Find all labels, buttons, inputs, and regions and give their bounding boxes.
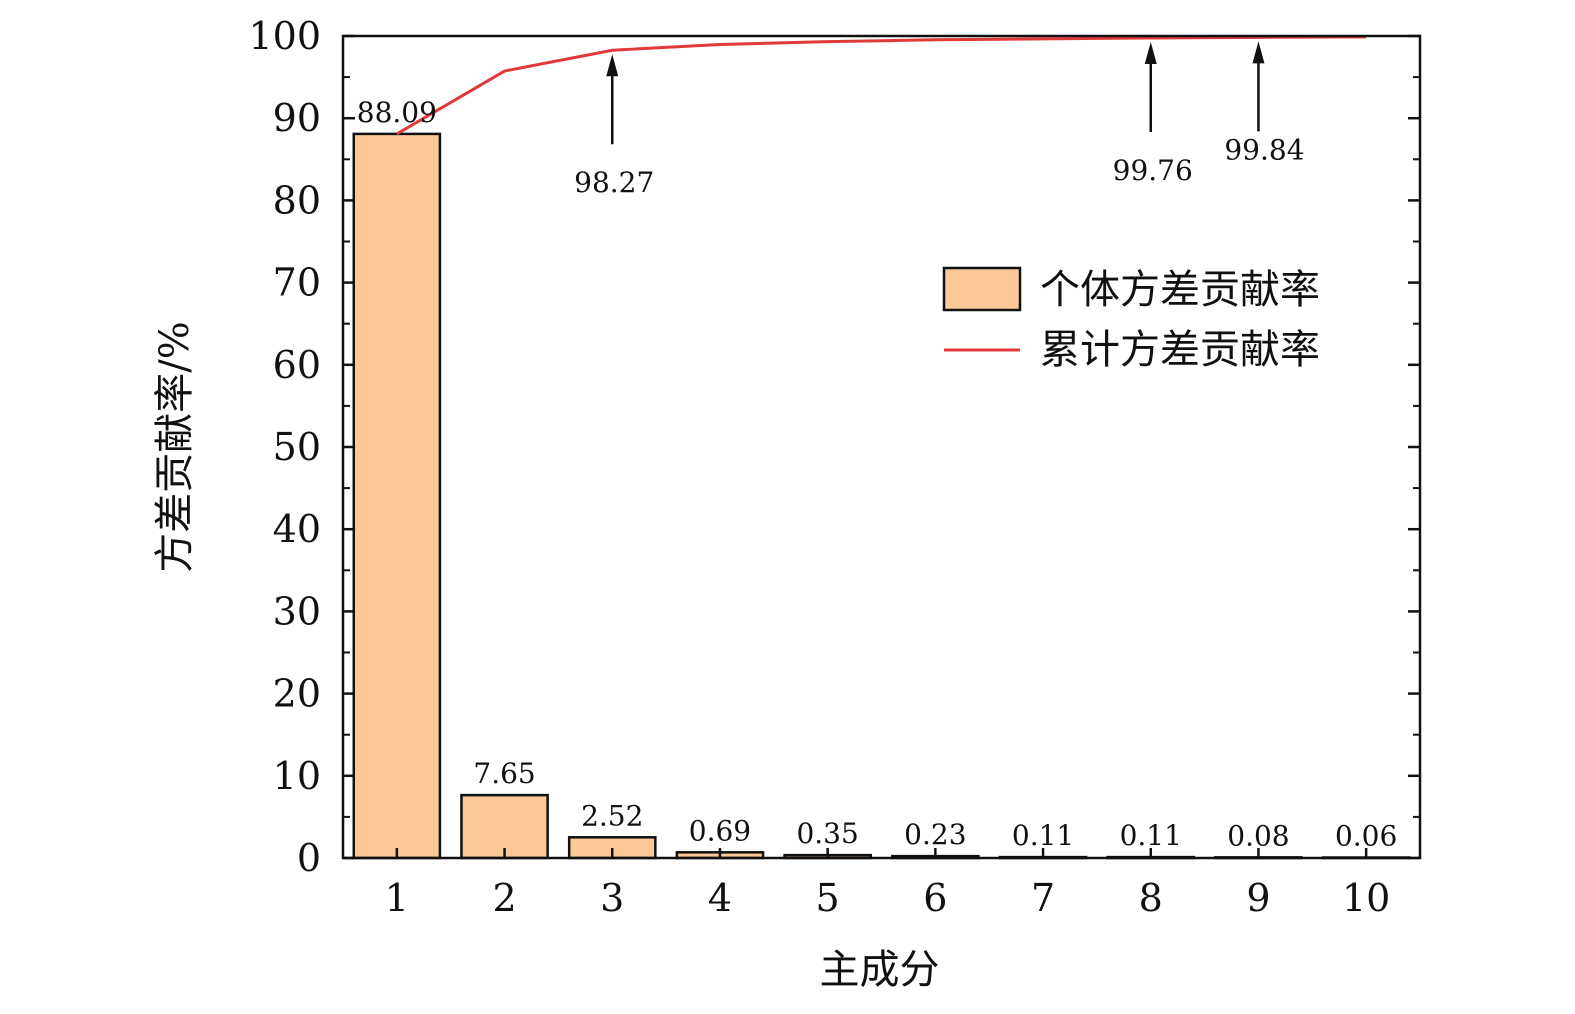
cumulative-line-layer xyxy=(396,35,1367,136)
bar-2 xyxy=(460,793,549,860)
annotation-arrow-head-9 xyxy=(1252,41,1265,64)
y-tick-label-30: 30 xyxy=(273,589,321,633)
y-tick-label-100: 100 xyxy=(248,14,321,58)
cumulative-line xyxy=(396,35,1367,136)
x-tick-label-9: 9 xyxy=(1246,876,1270,920)
y-tick-label-0: 0 xyxy=(297,836,321,880)
y-tick-label-70: 70 xyxy=(273,261,321,305)
y-axis-title: 方差贡献率/% xyxy=(152,321,198,572)
y-tick-label-60: 60 xyxy=(273,343,321,387)
legend-line-label: 累计方差贡献率 xyxy=(1040,327,1320,373)
annotation-label-3: 98.27 xyxy=(574,166,654,199)
x-tick-label-7: 7 xyxy=(1031,876,1055,920)
bar-value-label-10: 0.06 xyxy=(1335,820,1397,853)
bar-value-label-8: 0.11 xyxy=(1120,819,1182,852)
x-tick-label-4: 4 xyxy=(708,876,732,920)
bar-value-label-1: 88.09 xyxy=(357,96,437,129)
x-axis: 1 2 3 4 5 6 7 8 9 10 xyxy=(385,848,1390,920)
y-tick-label-90: 90 xyxy=(273,96,321,140)
y-axis: 0 10 20 30 40 50 60 70 80 90 100 xyxy=(248,14,1420,880)
x-tick-label-10: 10 xyxy=(1342,876,1390,920)
legend: 个体方差贡献率 累计方差贡献率 xyxy=(942,266,1320,373)
bar-value-label-5: 0.35 xyxy=(796,817,858,850)
x-tick-label-5: 5 xyxy=(816,876,840,920)
x-tick-label-2: 2 xyxy=(492,876,516,920)
bar-value-label-9: 0.08 xyxy=(1227,819,1289,852)
x-tick-label-3: 3 xyxy=(600,876,624,920)
legend-bar-swatch xyxy=(942,266,1022,312)
bar-value-label-3: 2.52 xyxy=(581,799,643,832)
bar-value-label-2: 7.65 xyxy=(473,757,535,790)
bar-1 xyxy=(352,132,442,860)
x-tick-label-1: 1 xyxy=(385,876,409,920)
y-tick-label-80: 80 xyxy=(273,178,321,222)
x-tick-label-8: 8 xyxy=(1139,876,1163,920)
bar-value-label-6: 0.23 xyxy=(904,818,966,851)
bar-value-label-7: 0.11 xyxy=(1012,819,1074,852)
annotation-label-8: 99.76 xyxy=(1113,154,1193,187)
annotations-layer: 98.27 99.76 99.84 xyxy=(574,41,1305,199)
y-tick-label-50: 50 xyxy=(273,425,321,469)
annotation-arrow-head-3 xyxy=(606,54,619,77)
legend-bar-label: 个体方差贡献率 xyxy=(1040,267,1320,313)
x-axis-title: 主成分 xyxy=(820,947,940,993)
y-tick-label-20: 20 xyxy=(273,672,321,716)
y-tick-label-40: 40 xyxy=(273,507,321,551)
bar-value-label-4: 0.69 xyxy=(689,814,751,847)
annotation-label-9: 99.84 xyxy=(1224,133,1304,166)
data-labels-layer: 88.09 7.65 2.52 0.69 0.35 0.23 0.11 0.11 0.08 0.0… xyxy=(357,96,1398,853)
bars-layer xyxy=(352,132,1411,860)
x-tick-label-6: 6 xyxy=(923,876,947,920)
annotation-arrow-head-8 xyxy=(1144,41,1157,64)
y-tick-label-10: 10 xyxy=(273,754,321,798)
